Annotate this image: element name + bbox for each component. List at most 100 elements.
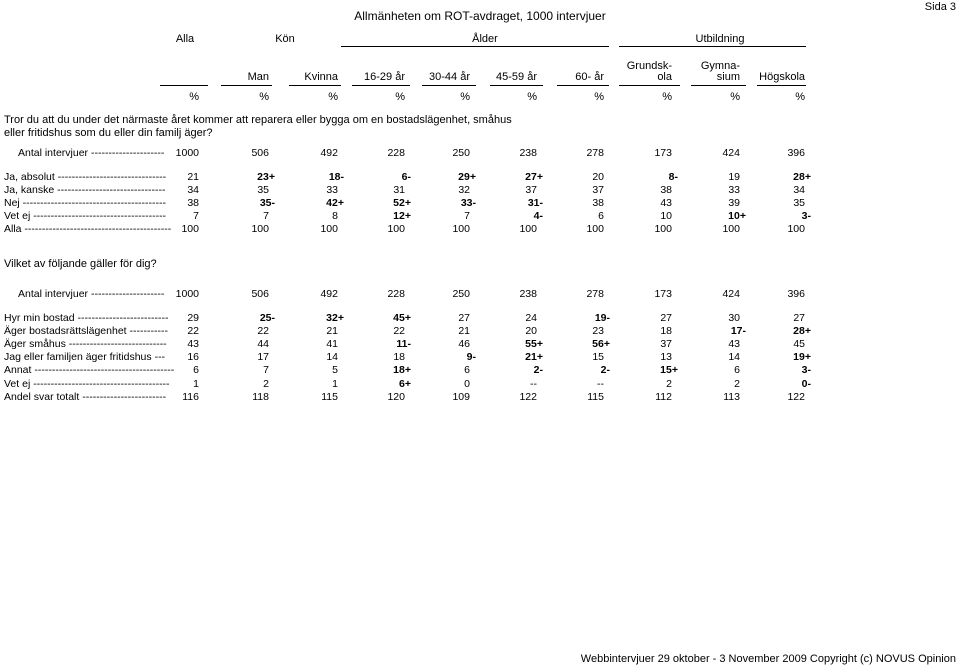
- table-cell: 23+: [215, 171, 275, 183]
- table-cell: 27+: [483, 171, 543, 183]
- column-rule: [289, 85, 341, 86]
- group-label-utbildning: Utbildning: [695, 33, 745, 45]
- table-cell: 100: [612, 223, 672, 235]
- table-cell: 115: [544, 391, 604, 403]
- table-cell: 15: [544, 351, 604, 363]
- cell-value: 37: [525, 184, 537, 197]
- table-cell: 4-: [483, 210, 543, 222]
- cell-value: 37: [592, 184, 604, 197]
- table-cell: 8: [278, 210, 338, 222]
- base-value: 278: [586, 147, 604, 159]
- cell-value: 18: [393, 364, 405, 377]
- table-cell: 17-: [686, 325, 746, 337]
- percent-header: %: [395, 91, 405, 103]
- cell-value: 13: [660, 351, 672, 364]
- cell-value: 100: [251, 223, 269, 236]
- percent-header: %: [460, 91, 470, 103]
- row-label: Alla -----------------------------------…: [4, 223, 172, 236]
- cell-value: 21: [326, 325, 338, 338]
- significance-marker: -: [606, 312, 611, 324]
- cell-value: 21: [458, 325, 470, 338]
- cell-value: 38: [592, 197, 604, 210]
- cell-value: 115: [321, 390, 338, 403]
- cell-value: 24: [525, 312, 537, 324]
- table-cell: 21+: [483, 351, 543, 363]
- table-cell: 34: [745, 184, 805, 196]
- cell-value: 35: [793, 197, 805, 210]
- cell-value: 28: [793, 171, 805, 183]
- cell-value: 7: [464, 210, 470, 223]
- base-row-label: Antal intervjuer ---------------------: [18, 288, 165, 300]
- page-number: Sida 3: [924, 1, 956, 13]
- significance-marker: +: [337, 312, 344, 324]
- table-cell: 18: [345, 351, 405, 363]
- table-cell: 100: [680, 223, 740, 235]
- cell-value: 17: [730, 325, 743, 338]
- group-rule-utbildning: [619, 46, 806, 47]
- base-value: 228: [387, 147, 405, 159]
- cell-value: 43: [187, 338, 199, 351]
- cell-value: 46: [458, 338, 470, 351]
- table-cell: 55+: [483, 338, 543, 350]
- significance-marker: -: [340, 171, 345, 183]
- table-cell: 112: [612, 391, 672, 403]
- cell-value: 27: [458, 312, 470, 324]
- table-cell: 18: [612, 325, 672, 337]
- table-cell: 19-: [550, 312, 610, 324]
- table-cell: 22: [209, 325, 269, 337]
- significance-marker: +: [536, 351, 543, 364]
- significance-marker: +: [268, 171, 275, 183]
- significance-marker: +: [739, 210, 746, 223]
- table-cell: 17: [209, 351, 269, 363]
- base-value: 1000: [175, 288, 199, 300]
- base-value: 238: [519, 147, 537, 159]
- table-cell: 33: [278, 184, 338, 196]
- table-cell: 34: [139, 184, 199, 196]
- table-cell: 116: [139, 391, 199, 403]
- base-value: 173: [654, 288, 672, 300]
- group-label-alder: Ålder: [472, 33, 498, 45]
- cell-value: 12: [393, 210, 405, 223]
- cell-value: 30: [728, 312, 740, 324]
- cell-value: 32: [326, 312, 338, 324]
- significance-marker: -: [807, 364, 812, 377]
- cell-value: 45: [393, 312, 405, 324]
- table-cell: 37: [544, 184, 604, 196]
- table-cell: 122: [745, 391, 805, 403]
- column-rule: [619, 85, 680, 86]
- cell-value: 21: [525, 351, 537, 364]
- cell-value: 35: [257, 184, 269, 197]
- table-cell: 3-: [751, 364, 811, 376]
- cell-value: 8: [332, 210, 338, 223]
- table-cell: 109: [410, 391, 470, 403]
- table-cell: 33: [680, 184, 740, 196]
- base-value: 173: [654, 147, 672, 159]
- cell-value: 4: [533, 210, 540, 223]
- table-cell: 24: [477, 312, 537, 324]
- table-cell: 100: [544, 223, 604, 235]
- cell-value: 25: [259, 312, 272, 324]
- table-cell: 23: [544, 325, 604, 337]
- cell-value: 3: [801, 364, 808, 377]
- table-cell: 35: [745, 197, 805, 209]
- cell-value: 18: [328, 171, 341, 183]
- cell-value: 44: [257, 338, 269, 351]
- cell-value: 6: [193, 364, 199, 377]
- table-cell: 2: [209, 378, 269, 390]
- table-cell: 56+: [550, 338, 610, 350]
- table-cell: 28+: [751, 171, 811, 183]
- cell-value: 100: [181, 223, 199, 236]
- cell-value: 20: [592, 171, 604, 183]
- cell-value: 0: [801, 377, 808, 390]
- cell-value: 10: [660, 210, 672, 223]
- table-cell: 6+: [351, 378, 411, 390]
- table-cell: 46: [410, 338, 470, 350]
- table-cell: 9-: [416, 351, 476, 363]
- table-cell: 31: [345, 184, 405, 196]
- group-rule-alder: [341, 46, 609, 47]
- cell-value: 32: [458, 184, 470, 197]
- base-value: 492: [320, 288, 338, 300]
- cell-value: 2: [666, 377, 672, 390]
- table-cell: 7: [410, 210, 470, 222]
- cell-value: 1: [332, 377, 338, 390]
